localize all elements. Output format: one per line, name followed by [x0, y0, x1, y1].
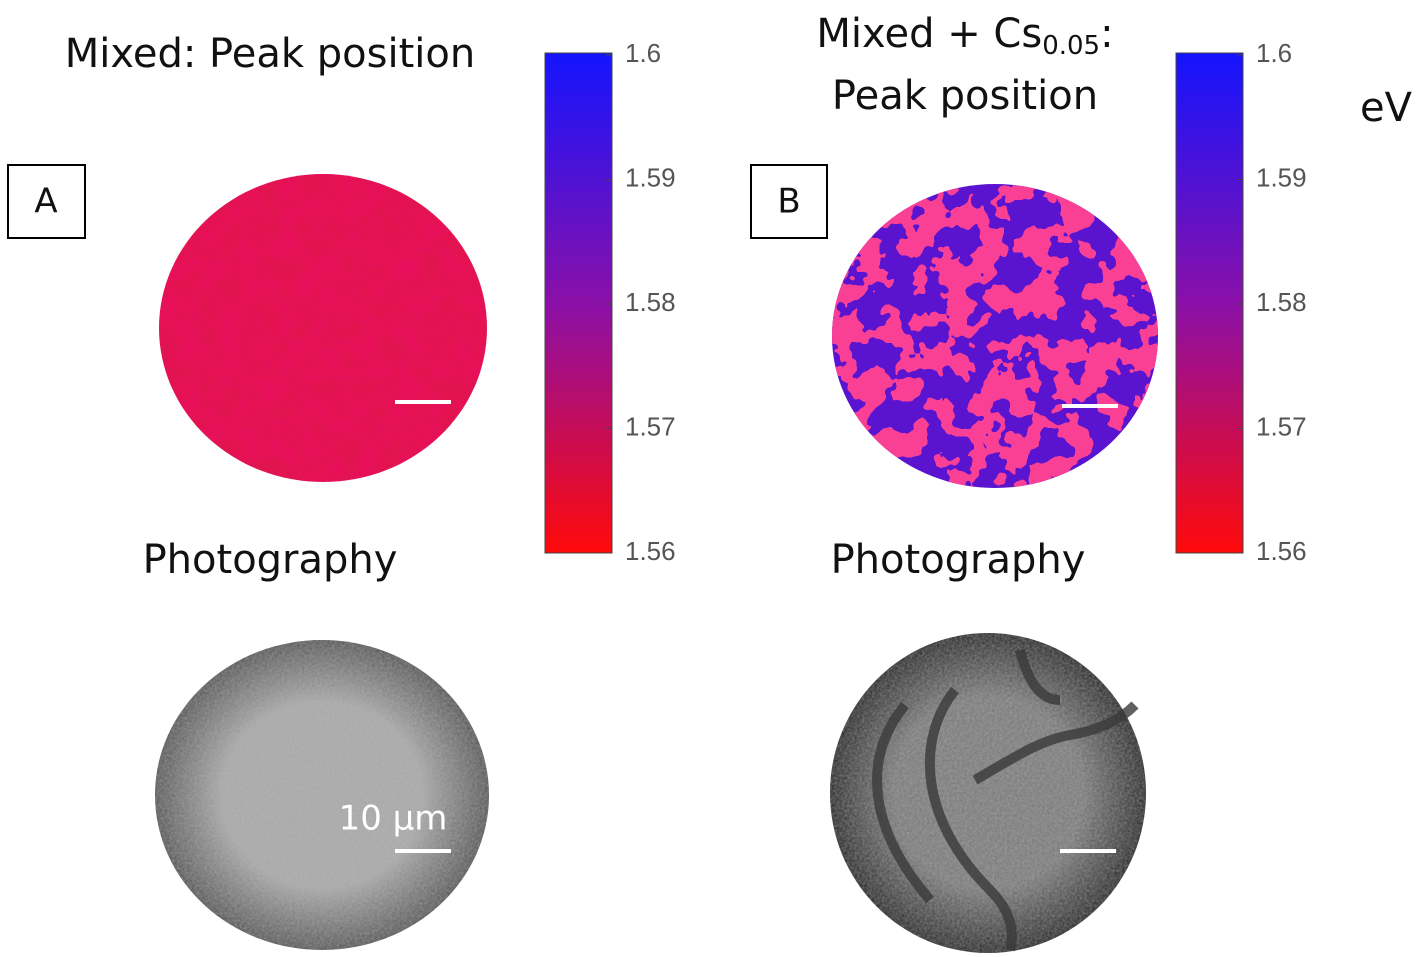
tick-label: 1.6 — [1256, 38, 1292, 68]
tick-label: 1.6 — [625, 38, 661, 68]
panel-box — [7, 164, 86, 239]
photo-title: Photography — [831, 537, 1086, 583]
panel-label: A — [34, 182, 57, 222]
scale-label: 10 µm — [339, 799, 448, 839]
panel-box — [750, 164, 828, 239]
map-title: Mixed + Cs0.05: — [816, 11, 1113, 61]
tick-label: 1.58 — [625, 287, 676, 317]
title-sub: 0.05 — [1042, 31, 1100, 61]
map-title-line2: Peak position — [832, 73, 1098, 119]
tick-label: 1.57 — [625, 411, 676, 441]
title-end: : — [1100, 11, 1113, 57]
tick-label: 1.58 — [1256, 287, 1307, 317]
photo-features — [872, 648, 1139, 952]
peak-map-texture — [832, 184, 1158, 488]
panel-label: B — [777, 182, 800, 222]
tick-label: 1.59 — [625, 162, 676, 192]
tick-label: 1.56 — [1256, 536, 1307, 566]
title-main: Mixed + Cs — [816, 11, 1042, 57]
tick-label: 1.57 — [1256, 411, 1307, 441]
photo-title: Photography — [143, 537, 398, 583]
colorbar — [544, 52, 613, 554]
peak-map-texture — [159, 174, 487, 482]
map-title: Mixed: Peak position — [65, 31, 475, 77]
colorbar — [1175, 52, 1244, 554]
tick-label: 1.59 — [1256, 162, 1307, 192]
tick-label: 1.56 — [625, 536, 676, 566]
photo-texture — [155, 640, 489, 950]
unit-label: eV — [1360, 85, 1413, 131]
